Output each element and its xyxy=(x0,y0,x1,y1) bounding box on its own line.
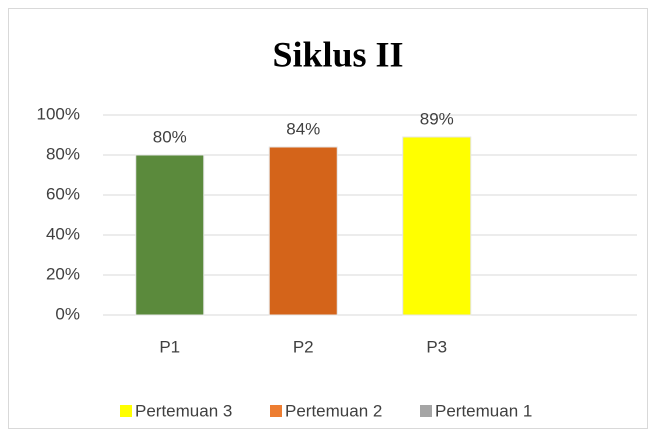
x-tick-label: P1 xyxy=(159,337,180,356)
y-tick-label: 80% xyxy=(46,144,80,163)
chart-title: Siklus II xyxy=(272,34,403,74)
legend-swatch xyxy=(420,405,432,417)
legend-label: Pertemuan 3 xyxy=(135,401,232,420)
legend-label: Pertemuan 2 xyxy=(285,401,382,420)
y-tick-label: 40% xyxy=(46,224,80,243)
y-tick-label: 60% xyxy=(46,184,80,203)
bar xyxy=(135,154,205,316)
bar xyxy=(268,146,338,316)
x-tick-label: P3 xyxy=(426,337,447,356)
legend-swatch xyxy=(270,405,282,417)
legend-swatch xyxy=(120,405,132,417)
data-label: 84% xyxy=(286,119,320,138)
data-label: 89% xyxy=(420,109,454,128)
data-label: 80% xyxy=(153,127,187,146)
bar xyxy=(402,136,472,316)
x-tick-label: P2 xyxy=(293,337,314,356)
y-tick-label: 0% xyxy=(55,304,80,323)
y-tick-label: 100% xyxy=(37,104,80,123)
legend-label: Pertemuan 1 xyxy=(435,401,532,420)
y-tick-label: 20% xyxy=(46,264,80,283)
